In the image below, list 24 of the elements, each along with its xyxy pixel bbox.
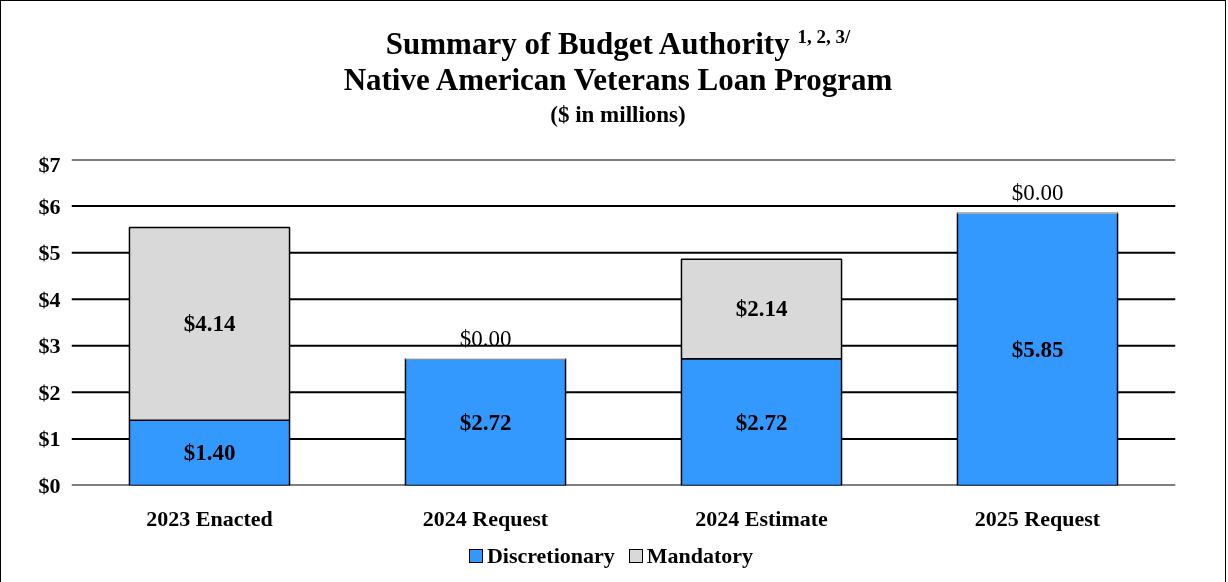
- y-tick-label: $6: [38, 193, 61, 219]
- y-tick-label: $3: [38, 333, 61, 359]
- legend-label: Discretionary: [486, 543, 615, 569]
- x-tick-label: 2024 Request: [422, 505, 549, 531]
- data-label: $0.00: [1011, 180, 1064, 206]
- y-tick-label: $1: [38, 426, 61, 452]
- legend-label: Mandatory: [646, 543, 754, 569]
- data-label: $1.40: [183, 440, 236, 466]
- y-tick-label: $4: [38, 286, 61, 312]
- chart-subtitle: Native American Veterans Loan Program: [343, 61, 893, 98]
- data-label: $4.14: [183, 311, 236, 337]
- y-tick-label: $5: [38, 240, 61, 266]
- y-tick-label: $7: [38, 151, 61, 177]
- text: ($ in millions): [549, 101, 687, 129]
- chart-title: Summary of Budget Authority $^{1, 2, 3/}$: [384, 26, 852, 62]
- x-tick-label: 2023 Enacted: [146, 505, 273, 531]
- data-label: $2.72: [459, 409, 512, 435]
- data-label: $5.85: [1011, 336, 1064, 362]
- y-tick-label: $0: [38, 473, 61, 498]
- y-tick-label: $2: [38, 379, 61, 405]
- data-label: $2.14: [735, 296, 788, 322]
- x-tick-label: 2024 Estimate: [695, 505, 829, 531]
- data-label: $2.72: [735, 409, 788, 435]
- x-tick-label: 2025 Request: [974, 505, 1101, 531]
